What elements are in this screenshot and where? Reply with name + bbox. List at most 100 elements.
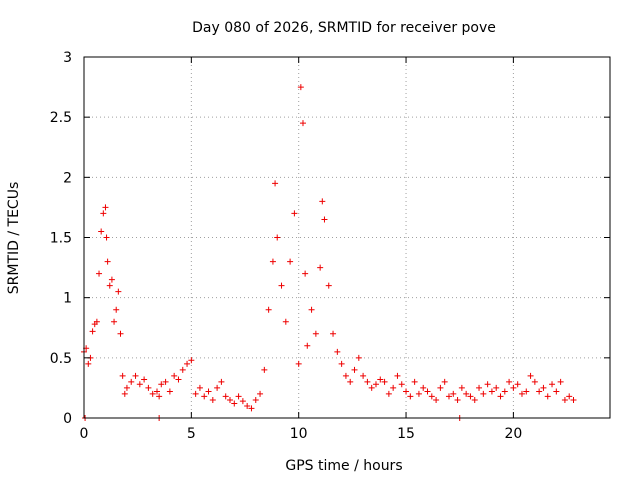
data-point [136,381,143,388]
data-point [355,354,362,361]
data-point [121,390,128,397]
data-point [325,282,332,289]
data-point [368,384,375,391]
axis-ticks [83,56,610,419]
y-tick-label: 1.5 [50,231,72,247]
data-point [106,282,113,289]
data-point [103,234,110,241]
data-point [476,384,483,391]
x-tick-labels: 0 5 10 15 20 [80,426,523,442]
y-tick-label: 0 [63,411,72,427]
data-point [544,393,551,400]
data-point [561,396,568,403]
data-point [454,396,461,403]
data-point [282,318,289,325]
data-point [342,372,349,379]
data-point [540,384,547,391]
data-point [531,378,538,385]
data-point [100,210,107,217]
data-point [179,366,186,373]
data-point [514,381,521,388]
y-tick-label: 2 [63,170,72,186]
data-point [338,360,345,367]
y-tick-label: 0.5 [50,351,72,367]
data-point [390,384,397,391]
data-point [117,330,124,337]
data-point [226,396,233,403]
data-point [205,388,212,395]
data-point [467,393,474,400]
data-point [510,384,517,391]
data-point [184,360,191,367]
data-point [302,270,309,277]
data-point [398,381,405,388]
data-point [257,390,264,397]
data-point [171,372,178,379]
data-point [372,381,379,388]
data-point [549,381,556,388]
data-point [248,405,255,412]
data-point [89,328,96,335]
data-point [407,393,414,400]
data-point [411,378,418,385]
data-point [501,388,508,395]
data-point [113,306,120,313]
data-point [96,270,103,277]
data-point [162,378,169,385]
data-point [536,388,543,395]
plot-frame [83,56,611,419]
data-point [123,384,130,391]
x-axis-label: GPS time / hours [285,458,402,474]
x-tick-label: 15 [397,426,415,442]
data-point [158,381,165,388]
data-point [108,276,115,283]
data-point [231,400,238,407]
data-point [321,216,328,223]
data-point [471,396,478,403]
data-point [553,388,560,395]
x-tick-label: 0 [80,426,89,442]
data-point [506,378,513,385]
data-point [480,390,487,397]
data-point [102,204,109,211]
data-point [145,384,152,391]
data-points [81,84,577,421]
data-point [458,384,465,391]
data-point [297,84,304,91]
data-point [175,376,182,383]
data-point [437,384,444,391]
data-point [488,388,495,395]
grid-lines [84,57,610,418]
data-point [415,390,422,397]
data-point [261,366,268,373]
data-point [518,390,525,397]
data-point [214,384,221,391]
data-point [445,393,452,400]
data-point [312,330,319,337]
data-point [239,398,246,405]
data-point [566,393,573,400]
data-point [557,378,564,385]
data-point [295,360,302,367]
data-point [128,378,135,385]
y-tick-label: 3 [63,50,72,66]
data-point [347,378,354,385]
data-point [428,393,435,400]
data-point [104,258,111,265]
data-point [111,318,118,325]
data-point [132,372,139,379]
data-point [272,180,279,187]
data-point [244,402,251,409]
data-point [196,384,203,391]
data-point [192,390,199,397]
data-point [308,306,315,313]
data-point [141,376,148,383]
data-point [319,198,326,205]
y-axis-label: SRMTID / TECUs [6,182,22,295]
data-point [424,388,431,395]
data-point [291,210,298,217]
data-point [252,396,259,403]
chart-title: Day 080 of 2026, SRMTID for receiver pov… [192,20,496,36]
y-tick-label: 2.5 [50,110,72,126]
